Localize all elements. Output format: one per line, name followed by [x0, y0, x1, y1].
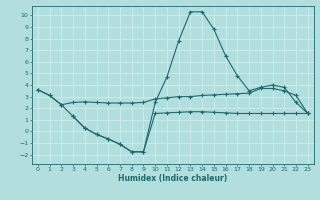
X-axis label: Humidex (Indice chaleur): Humidex (Indice chaleur): [118, 174, 228, 183]
